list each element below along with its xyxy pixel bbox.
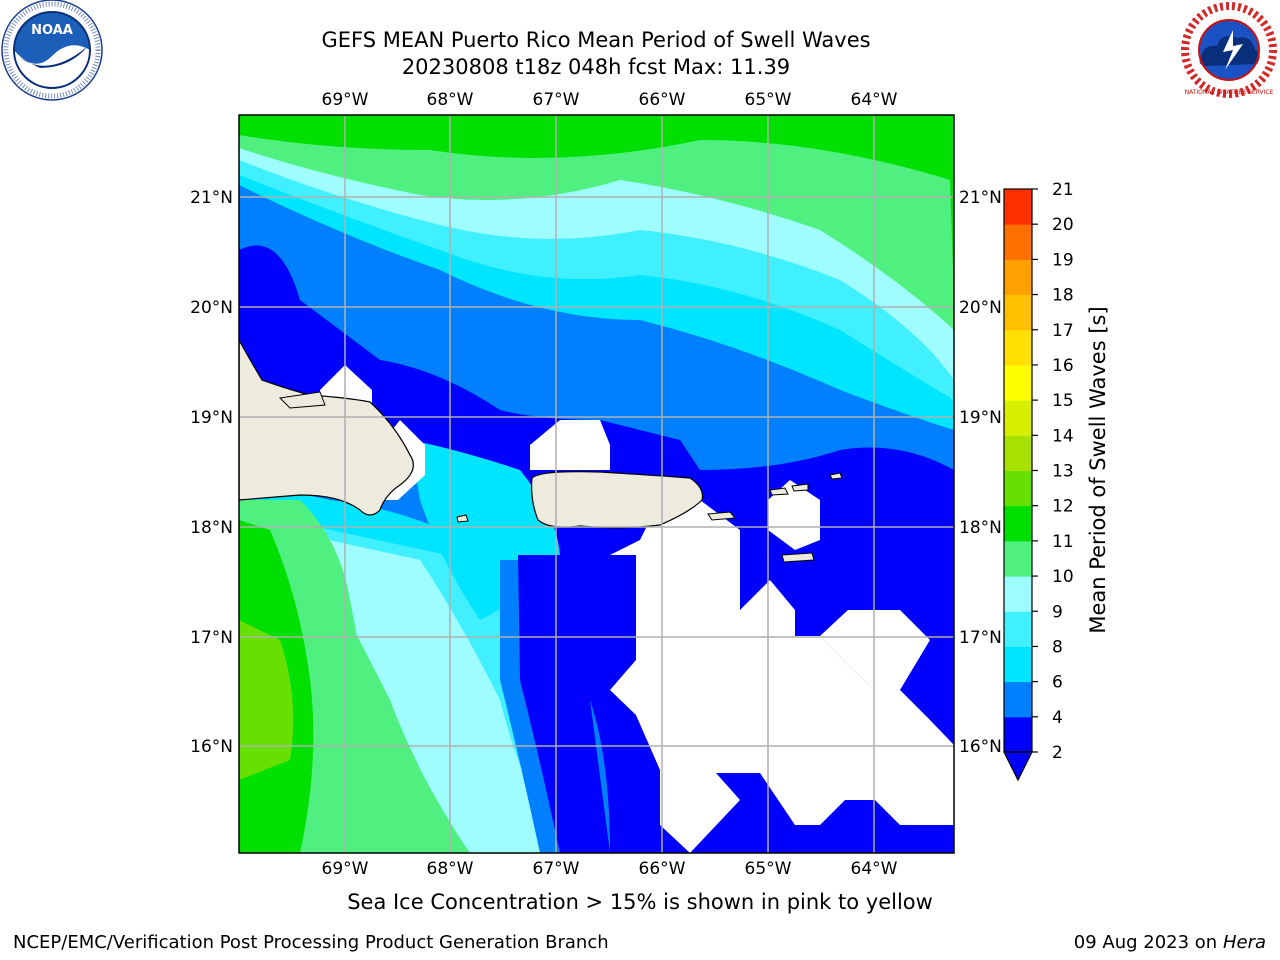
- island-tortola: [791, 483, 809, 492]
- mask-pr-north: [530, 420, 610, 470]
- lon-label-bottom: 64°W: [851, 859, 898, 879]
- colorbar-segment: [1004, 646, 1032, 683]
- lat-label-left: 19°N: [190, 408, 233, 428]
- map-frame: [238, 114, 955, 854]
- colorbar-segment: [1004, 329, 1032, 366]
- colorbar-segment: [1004, 611, 1032, 647]
- lon-labels-bottom: 69°W 68°W 67°W 66°W 65°W 64°W: [322, 859, 898, 879]
- lat-label-right: 19°N: [959, 408, 1002, 428]
- mask-bvi: [768, 480, 820, 550]
- lon-label-bottom: 65°W: [745, 859, 792, 879]
- graticule: [239, 115, 954, 853]
- lon-label-top: 67°W: [533, 90, 580, 110]
- colorbar-segment: [1004, 540, 1032, 577]
- footer-host: Hera: [1222, 932, 1266, 953]
- colorbar-tick-label: 19: [1052, 250, 1074, 270]
- colorbar-segment: [1004, 435, 1032, 471]
- colorbar-tick-label: 21: [1052, 180, 1074, 200]
- island-st-croix: [781, 552, 815, 563]
- lon-labels-top: 69°W 68°W 67°W 66°W 65°W 64°W: [322, 90, 898, 110]
- colorbar-segment: [1004, 294, 1032, 331]
- lon-label-bottom: 69°W: [322, 859, 369, 879]
- lat-label-left: 20°N: [190, 298, 233, 318]
- island-anegada: [829, 472, 843, 480]
- colorbar-tick-label: 17: [1052, 321, 1074, 341]
- colorbar-tick-label: 14: [1052, 426, 1074, 446]
- lon-label-bottom: 66°W: [639, 859, 686, 879]
- footer-date-text: 09 Aug 2023 on: [1073, 932, 1218, 953]
- field-southdeep: [518, 555, 610, 853]
- colorbar-segment: [1004, 189, 1032, 225]
- island-tortuga: [278, 391, 326, 409]
- colorbar-segment: [1004, 364, 1032, 401]
- colorbar-segment: [1004, 505, 1032, 542]
- colorbar-tick-label: 16: [1052, 356, 1074, 376]
- colorbar-tick-label: 2: [1052, 743, 1063, 763]
- lat-label-left: 21°N: [190, 188, 233, 208]
- colorbar-tick-label: 9: [1052, 602, 1063, 622]
- island-vieques: [707, 511, 736, 521]
- map-subtitle: 20230808 t18z 048h fcst Max: 11.39: [401, 55, 791, 79]
- colorbar-tick-label: 11: [1052, 532, 1074, 552]
- lat-label-left: 17°N: [190, 628, 233, 648]
- colorbar-segment: [1004, 470, 1032, 507]
- lon-label-top: 66°W: [639, 90, 686, 110]
- colorbar-tick-label: 6: [1052, 673, 1063, 693]
- map-title: GEFS MEAN Puerto Rico Mean Period of Swe…: [321, 28, 871, 52]
- colorbar-tick-label: 15: [1052, 391, 1074, 411]
- lat-labels-right: 21°N 20°N 19°N 18°N 17°N 16°N: [959, 188, 1002, 757]
- colorbar-segment: [1004, 576, 1032, 612]
- colorbar-label: Mean Period of Swell Waves [s]: [1086, 306, 1110, 633]
- lon-label-top: 65°W: [745, 90, 792, 110]
- colorbar-tick-label: 4: [1052, 708, 1063, 728]
- colorbar-segment: [1004, 716, 1032, 753]
- lat-label-left: 16°N: [190, 737, 233, 757]
- lon-label-bottom: 68°W: [427, 859, 474, 879]
- noaa-logo-text: NOAA: [31, 23, 73, 38]
- field-yellowgreen: [239, 620, 294, 780]
- noaa-logo: NOAA: [1, 0, 103, 101]
- colorbar: 2 4 6 8 9 10 11 12 13 14 15 16 17 18 19 20 21: [1003, 180, 1074, 782]
- map-area: [239, 115, 954, 853]
- lat-label-right: 17°N: [959, 628, 1002, 648]
- colorbar-tick-label: 13: [1052, 462, 1074, 482]
- colorbar-segment: [1004, 681, 1032, 718]
- colorbar-segment: [1004, 259, 1032, 296]
- footer-branch: NCEP/EMC/Verification Post Processing Pr…: [13, 932, 609, 953]
- lat-label-right: 18°N: [959, 518, 1002, 538]
- lon-label-top: 68°W: [427, 90, 474, 110]
- lat-labels-left: 21°N 20°N 19°N 18°N 17°N 16°N: [190, 188, 233, 757]
- colorbar-tick-label: 10: [1052, 567, 1074, 587]
- sea-ice-caption: Sea Ice Concentration > 15% is shown in …: [347, 890, 933, 914]
- lon-label-bottom: 67°W: [533, 859, 580, 879]
- nws-logo: NATIONAL WEATHER SERVICE: [1181, 2, 1277, 98]
- nws-logo-text: NATIONAL WEATHER SERVICE: [1185, 89, 1274, 96]
- colorbar-tick-label: 18: [1052, 286, 1074, 306]
- lat-label-right: 20°N: [959, 298, 1002, 318]
- footer-date: 09 Aug 2023 on Hera: [1074, 932, 1266, 953]
- lat-label-right: 21°N: [959, 188, 1002, 208]
- colorbar-tick-label: 20: [1052, 215, 1074, 235]
- land-hispaniola: [239, 339, 414, 516]
- colorbar-tick-label: 12: [1052, 497, 1074, 517]
- island-mona: [456, 514, 469, 523]
- lat-label-left: 18°N: [190, 518, 233, 538]
- mask-east-caribbean: [610, 500, 954, 853]
- colorbar-segment: [1004, 400, 1032, 436]
- colorbar-tick-label: 8: [1052, 637, 1063, 657]
- mask-anegada: [820, 610, 930, 690]
- lat-label-right: 16°N: [959, 737, 1002, 757]
- land-puerto-rico: [531, 471, 704, 529]
- lon-label-top: 69°W: [322, 90, 369, 110]
- colorbar-segment: [1004, 224, 1032, 260]
- lon-label-top: 64°W: [851, 90, 898, 110]
- island-st-thomas: [769, 487, 789, 496]
- colorbar-extend-triangle: [1003, 751, 1033, 782]
